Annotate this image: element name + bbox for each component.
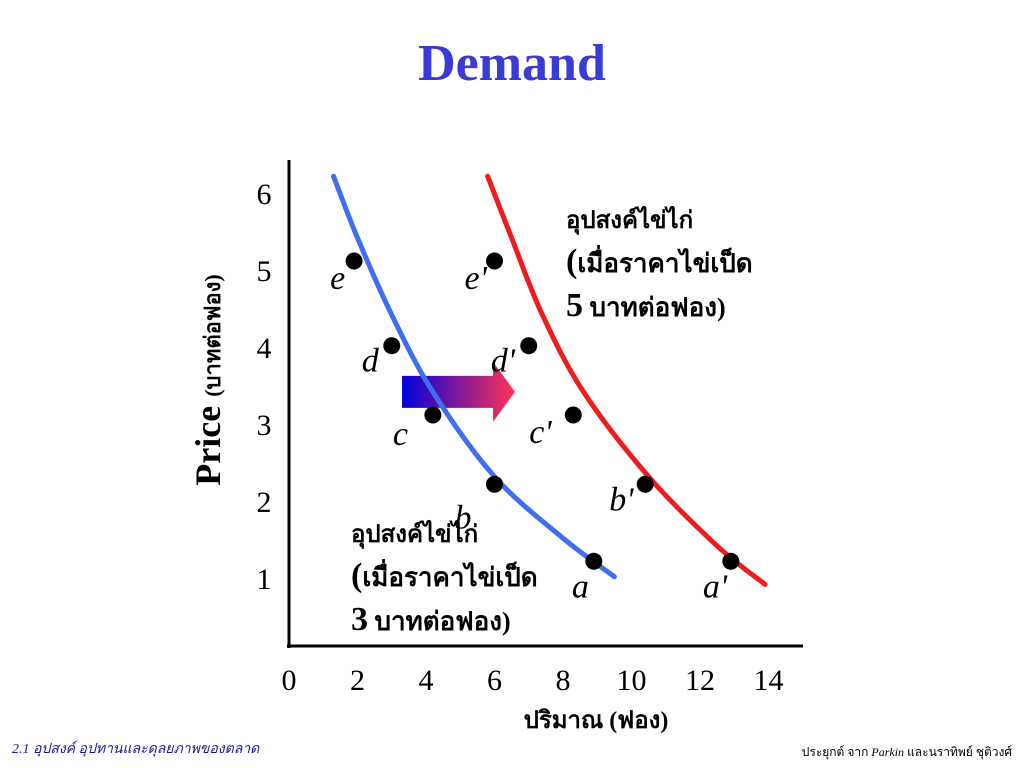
y-tick-label: 6 [257, 178, 272, 211]
data-point [345, 252, 363, 270]
data-point [424, 406, 442, 424]
y-tick-label: 3 [257, 409, 272, 442]
demand-curve-original [331, 173, 617, 580]
x-tick-label: 12 [685, 664, 715, 697]
x-tick-label: 6 [487, 664, 502, 697]
footer-left-caption: 2.1 อุปสงค์ อุปทานและดุลยภาพของตลาด [12, 742, 260, 757]
x-tick-label: 14 [754, 664, 784, 697]
y-axis-label-unit: (บาทต่อฟอง) [200, 274, 225, 397]
point-label: a [572, 568, 589, 605]
annotation-text: เมื่อราคาไข่เป็ด [577, 244, 752, 278]
curve-annotation-line: 5 บาทต่อฟอง) [566, 287, 726, 324]
data-point [722, 552, 740, 570]
y-tick-label: 1 [257, 563, 272, 596]
demand-curve-shifted [485, 173, 768, 587]
data-point [585, 552, 603, 570]
point-label: b [455, 499, 472, 536]
point-label: e' [465, 260, 488, 297]
point-label: e [330, 260, 345, 297]
point-label: b' [609, 481, 634, 518]
y-axis-label: Price (บาทต่อฟอง) [188, 274, 228, 485]
point-label: c [393, 416, 408, 453]
x-tick-label: 2 [350, 664, 365, 697]
curve-annotation-line: อุปสงค์ไข่ไก่ [566, 205, 693, 236]
annotation-text: บาทต่อฟอง) [583, 293, 726, 322]
point-label: d' [491, 343, 516, 380]
y-axis-label-main: Price [188, 397, 228, 486]
curve-annotation-line: (เมื่อราคาไข่เป็ด [566, 243, 753, 280]
credit-suffix: และนราทิพย์ ชุติวงศ์ [907, 745, 1012, 759]
data-point [486, 252, 503, 270]
credit-name: Parkin [871, 745, 905, 759]
point-label: c' [529, 414, 552, 451]
page-title: Demand [418, 35, 606, 92]
point-label: a' [703, 568, 728, 605]
data-point [520, 337, 538, 355]
x-tick-label: 10 [617, 664, 647, 697]
footer-right-credit: ประยุกต์ จาก Parkin และนราทิพย์ ชุติวงศ์ [802, 743, 1012, 762]
x-tick-label: 8 [556, 664, 571, 697]
data-point [383, 337, 401, 355]
data-point [486, 475, 503, 493]
annotation-text: เมื่อราคาไข่เป็ด [362, 558, 537, 592]
y-tick-label: 4 [257, 332, 272, 365]
curve-annotation-line: อุปสงค์ไข่ไก่ [351, 519, 478, 550]
credit-prefix: ประยุกต์ จาก [801, 745, 869, 759]
curve-annotation-line: (เมื่อราคาไข่เป็ด [351, 557, 538, 594]
y-tick-label: 2 [257, 486, 272, 519]
x-tick-label: 0 [282, 664, 297, 697]
point-label: d [362, 343, 380, 380]
y-tick-label: 5 [257, 255, 272, 288]
annotation-number: 3 [351, 601, 368, 638]
annotation-paren: ( [351, 557, 362, 594]
annotation-text: บาทต่อฟอง) [368, 607, 511, 636]
data-point [564, 406, 582, 424]
annotation-number: 5 [566, 287, 583, 324]
data-point [636, 475, 654, 493]
x-tick-label: 4 [419, 664, 434, 697]
x-axis-label: ปริมาณ (ฟอง) [524, 708, 669, 734]
annotation-paren: ( [566, 243, 577, 280]
curve-annotation-line: 3 บาทต่อฟอง) [351, 601, 511, 638]
